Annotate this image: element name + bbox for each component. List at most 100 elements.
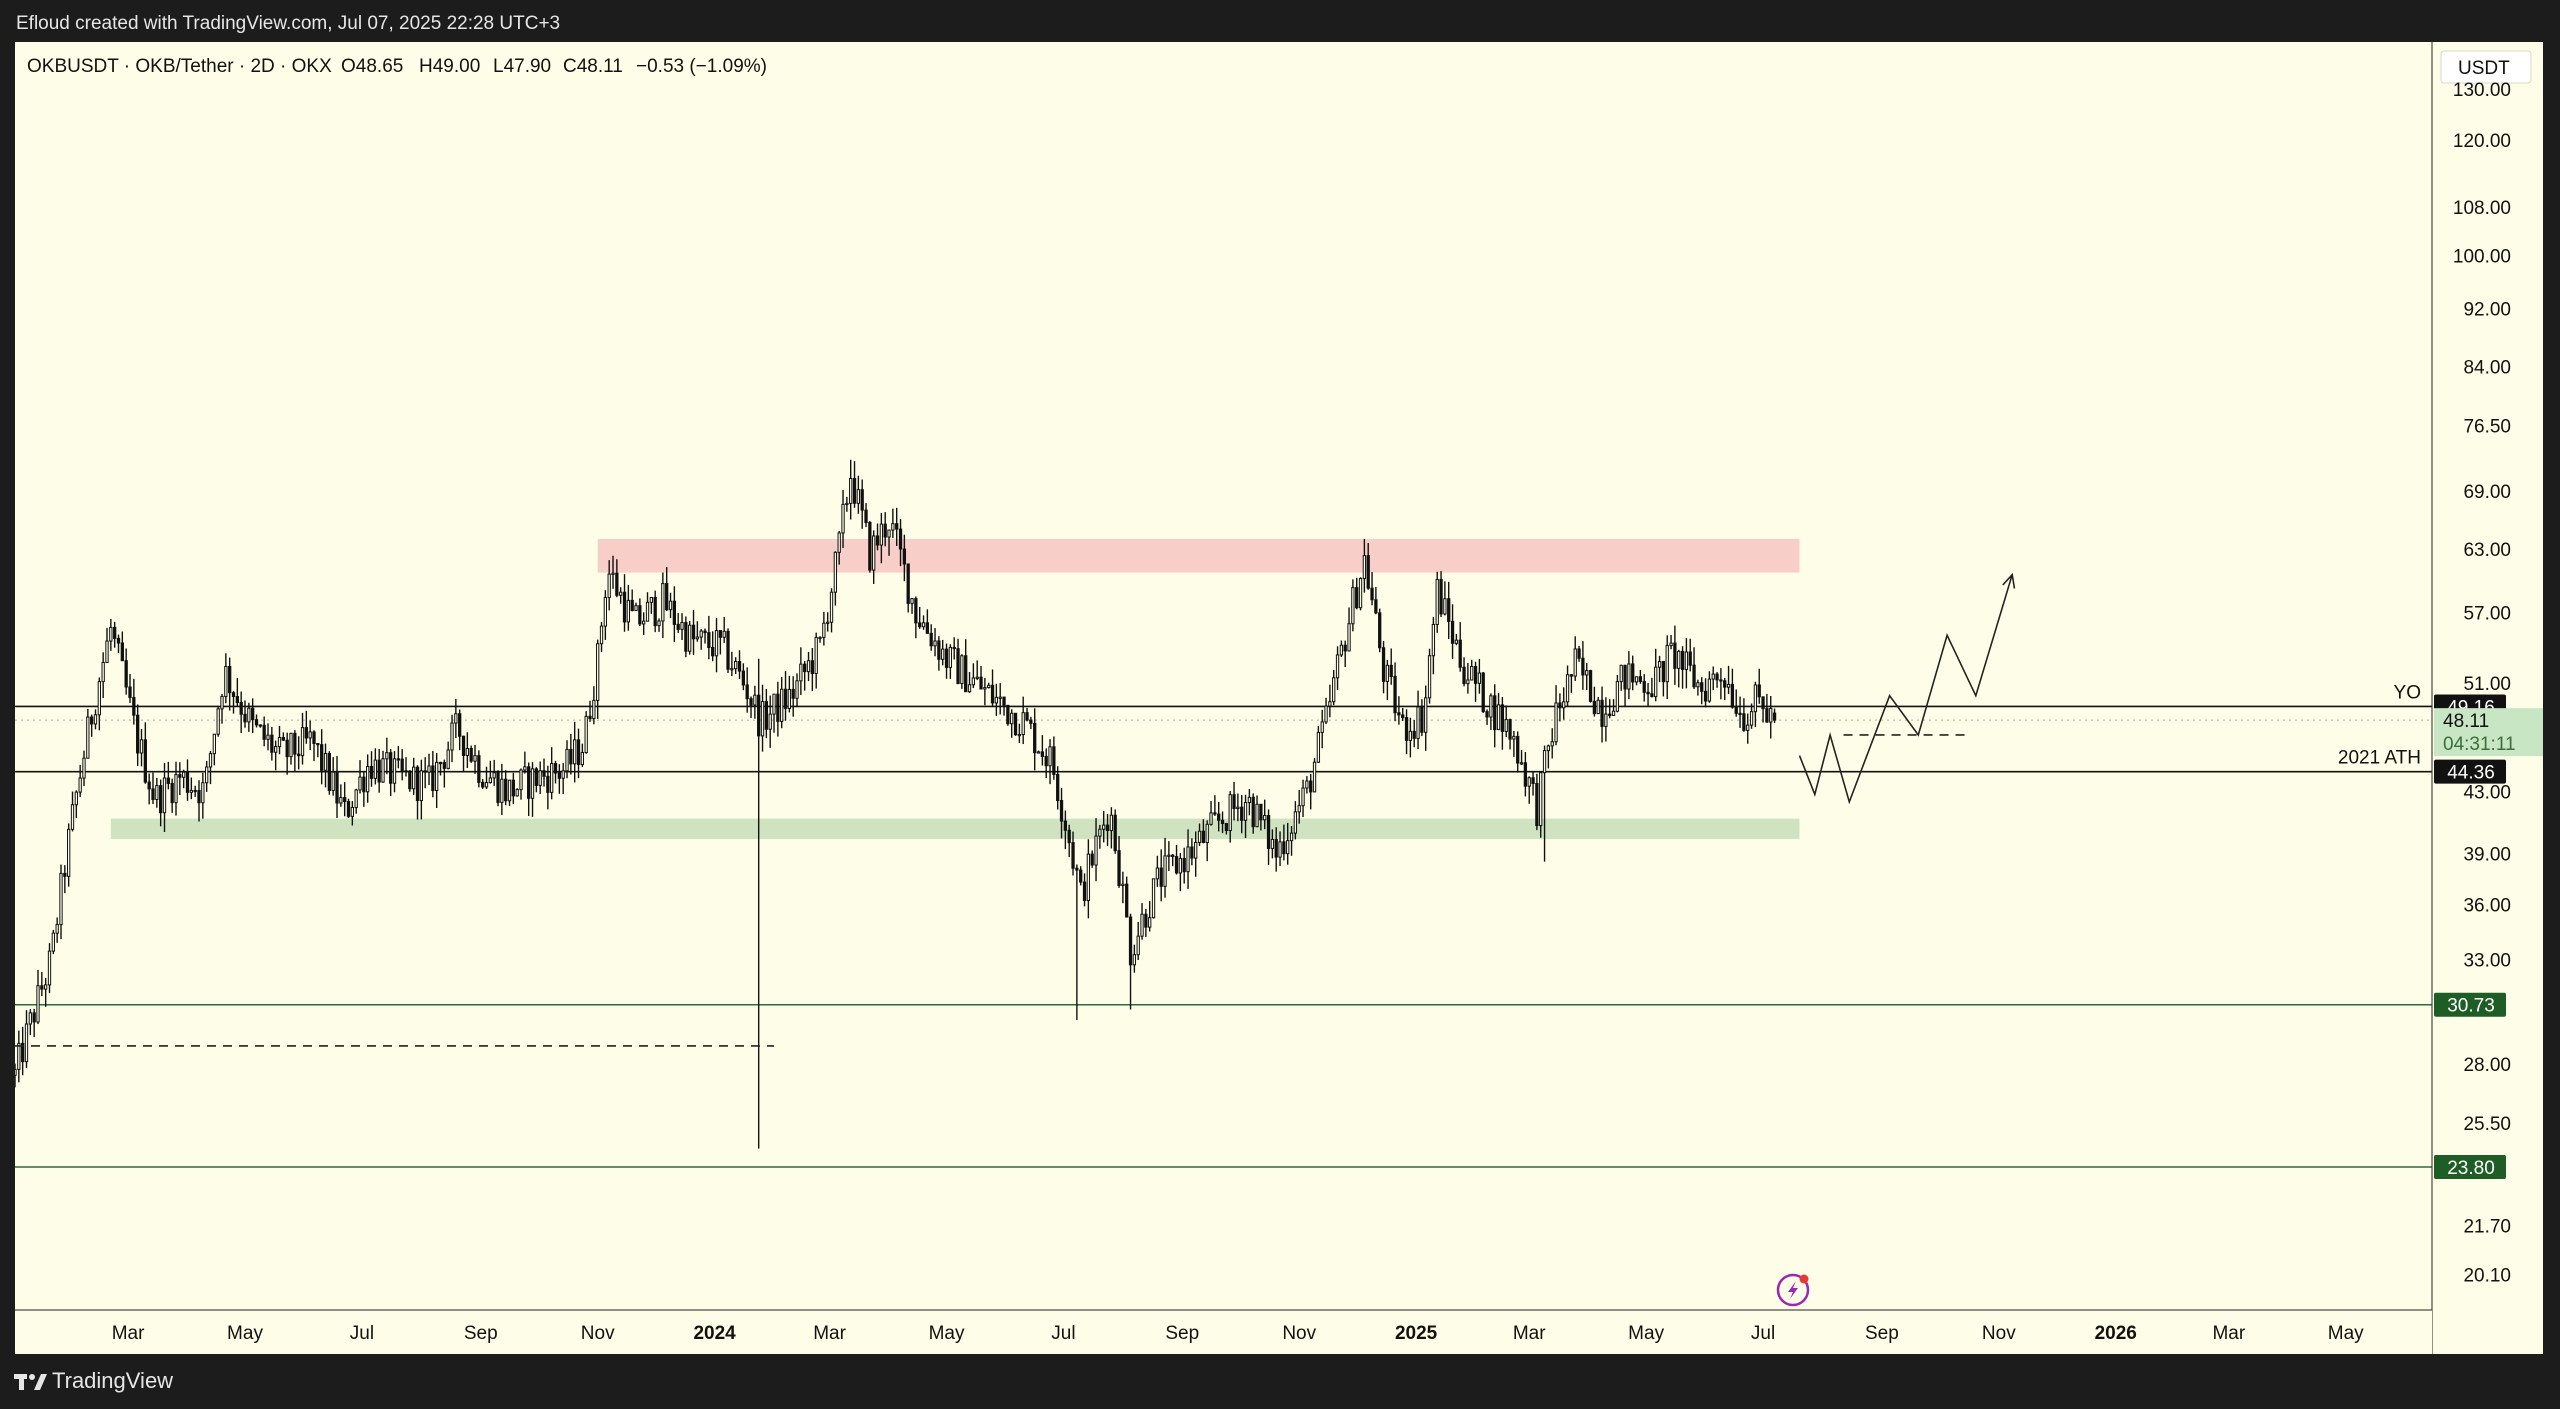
candle xyxy=(396,746,400,769)
candle xyxy=(1546,744,1551,769)
candle-body xyxy=(446,749,450,769)
candle xyxy=(1339,640,1344,657)
candle-body xyxy=(251,707,255,721)
candle-body xyxy=(826,621,830,624)
candle xyxy=(1224,822,1229,835)
candle-body xyxy=(542,770,546,777)
candle-body xyxy=(553,763,558,774)
candle-body xyxy=(1274,838,1278,858)
candle-body xyxy=(469,747,473,762)
candle xyxy=(346,798,351,818)
candle xyxy=(511,772,516,804)
candle xyxy=(1159,849,1163,902)
candle-body xyxy=(36,985,40,1023)
time-axis[interactable]: Mar May Jul Sep Nov 2024 Mar May Jul Sep Nov 2025 Ma… xyxy=(15,1309,2432,1354)
candle-body xyxy=(438,761,443,765)
candle-body xyxy=(1247,796,1252,804)
candles-layer xyxy=(15,459,1777,1149)
candle-body xyxy=(990,684,995,704)
price-tick-label: 21.70 xyxy=(2463,1217,2511,1238)
legend-open: O48.65 xyxy=(341,56,403,77)
candle xyxy=(1726,665,1731,694)
candle xyxy=(580,743,585,768)
candle xyxy=(741,663,746,691)
candle xyxy=(59,864,63,940)
candle-body xyxy=(734,661,738,670)
candle xyxy=(327,751,331,795)
candle xyxy=(1657,655,1662,683)
currency-box[interactable] xyxy=(2440,50,2532,84)
candle xyxy=(1374,586,1378,615)
candle xyxy=(1063,810,1068,850)
tradingview-logo-icon[interactable] xyxy=(14,1372,48,1392)
candle xyxy=(293,730,297,772)
candle-body xyxy=(1178,857,1183,874)
candle xyxy=(350,800,354,826)
candle xyxy=(1542,745,1547,862)
candle-body xyxy=(205,766,209,784)
candle xyxy=(849,459,853,520)
candle xyxy=(465,732,469,768)
candle-body xyxy=(1558,702,1562,709)
candle-body xyxy=(1205,823,1209,843)
candle-body xyxy=(757,694,761,737)
candle xyxy=(1535,773,1539,831)
candle xyxy=(783,671,788,721)
candle-body xyxy=(1519,762,1524,765)
candle-body xyxy=(546,775,550,793)
candle-body xyxy=(1416,706,1420,739)
price-chart[interactable]: YO 2021 ATH OKBUSDT · OKB/Tether · 2D · O… xyxy=(15,42,2543,1354)
candle-body xyxy=(806,660,811,673)
candle xyxy=(1512,730,1516,757)
candle xyxy=(956,638,960,685)
candle-body xyxy=(1611,710,1616,716)
candle-body xyxy=(1700,682,1704,692)
candle xyxy=(534,767,539,793)
ath-price-tag: 44.36 xyxy=(2447,763,2495,784)
candle xyxy=(929,624,933,651)
candle xyxy=(1006,704,1010,726)
candle xyxy=(527,762,531,817)
candle xyxy=(197,780,201,822)
candle-body xyxy=(17,1042,21,1070)
candle xyxy=(1079,866,1083,886)
candle xyxy=(584,711,588,754)
candle xyxy=(500,763,504,815)
candle-body xyxy=(458,713,462,737)
candle xyxy=(1550,728,1554,759)
candle-body xyxy=(1355,587,1359,609)
candle-body xyxy=(1477,672,1482,684)
time-tick-label: Nov xyxy=(1982,1323,2016,1344)
candle xyxy=(599,621,604,652)
candle-body xyxy=(496,772,500,803)
candle xyxy=(1270,829,1275,859)
candle-body xyxy=(1496,704,1501,731)
candle xyxy=(55,917,59,943)
candle xyxy=(15,1063,17,1088)
chart-area[interactable]: YO 2021 ATH OKBUSDT · OKB/Tether · 2D · O… xyxy=(15,42,2543,1354)
candle-body xyxy=(987,684,991,689)
price-axis[interactable]: USDT 130.00 120.00 108.00 100.00 92.00 84.00 7… xyxy=(2431,42,2543,1354)
footer-brand[interactable]: TradingView xyxy=(52,1368,174,1393)
candle-body xyxy=(1412,730,1416,739)
lightning-replay-icon[interactable] xyxy=(1776,1273,1810,1307)
candle xyxy=(607,560,611,611)
candle-body xyxy=(795,680,799,699)
candle xyxy=(120,631,124,662)
candle xyxy=(343,782,347,817)
candle xyxy=(1002,696,1006,716)
candle xyxy=(24,1010,29,1069)
candle xyxy=(1462,657,1466,687)
candle xyxy=(1420,699,1424,737)
candle xyxy=(829,588,834,633)
candle-body xyxy=(1048,746,1052,767)
candle xyxy=(1102,811,1106,843)
candle xyxy=(1665,635,1669,700)
candle-body xyxy=(24,1023,29,1063)
candle xyxy=(1305,776,1309,794)
candle xyxy=(1075,864,1079,1021)
candle-body xyxy=(626,599,631,623)
candle xyxy=(1431,616,1436,675)
candle-body xyxy=(1539,772,1543,827)
candle xyxy=(1301,779,1305,818)
